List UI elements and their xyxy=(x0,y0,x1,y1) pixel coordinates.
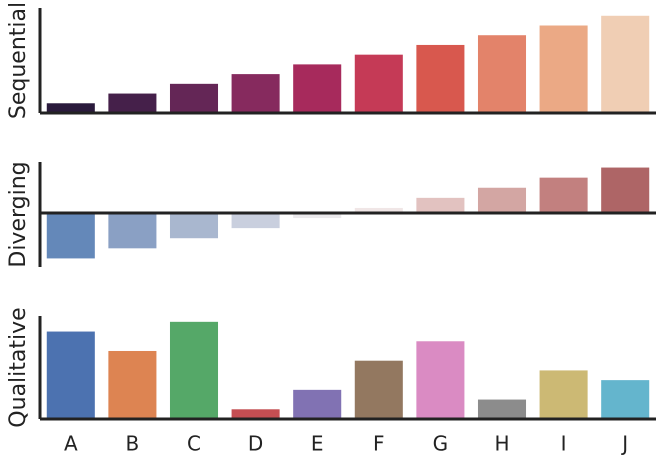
bar xyxy=(354,207,403,213)
bar xyxy=(46,212,95,259)
bar xyxy=(354,54,403,113)
x-tick-label: I xyxy=(561,432,567,456)
y-axis-label: Sequential xyxy=(6,2,31,119)
x-tick-label: G xyxy=(433,432,449,456)
bar xyxy=(46,103,95,113)
bar xyxy=(539,25,588,113)
bar xyxy=(231,409,280,419)
bar xyxy=(46,331,95,419)
bar xyxy=(477,399,527,419)
bar xyxy=(169,212,219,239)
bar xyxy=(108,93,157,113)
bar xyxy=(231,212,280,229)
bar xyxy=(539,177,588,213)
bar xyxy=(231,74,280,113)
bar xyxy=(169,83,219,113)
bar xyxy=(416,341,465,419)
x-tick-label: E xyxy=(311,432,324,456)
x-tick-label: A xyxy=(64,432,78,456)
bar xyxy=(108,212,157,249)
bar xyxy=(477,35,527,113)
y-axis-label: Diverging xyxy=(6,161,31,267)
bar xyxy=(293,389,342,419)
x-tick-label: D xyxy=(248,432,263,456)
bar xyxy=(477,187,527,213)
bar xyxy=(601,167,650,213)
x-tick-label: B xyxy=(126,432,140,456)
bar xyxy=(601,15,650,113)
y-axis-label: Qualitative xyxy=(6,307,31,427)
bar xyxy=(354,360,403,419)
bar xyxy=(416,197,465,213)
bar xyxy=(601,380,650,419)
bar xyxy=(108,350,157,419)
bar xyxy=(539,370,588,419)
x-tick-label: C xyxy=(187,432,201,456)
bar xyxy=(293,64,342,113)
bar xyxy=(169,321,219,419)
bar xyxy=(293,212,342,219)
x-tick-label: H xyxy=(494,432,509,456)
bar xyxy=(416,44,465,113)
x-tick-label: F xyxy=(373,432,385,456)
x-tick-label: J xyxy=(620,432,628,456)
